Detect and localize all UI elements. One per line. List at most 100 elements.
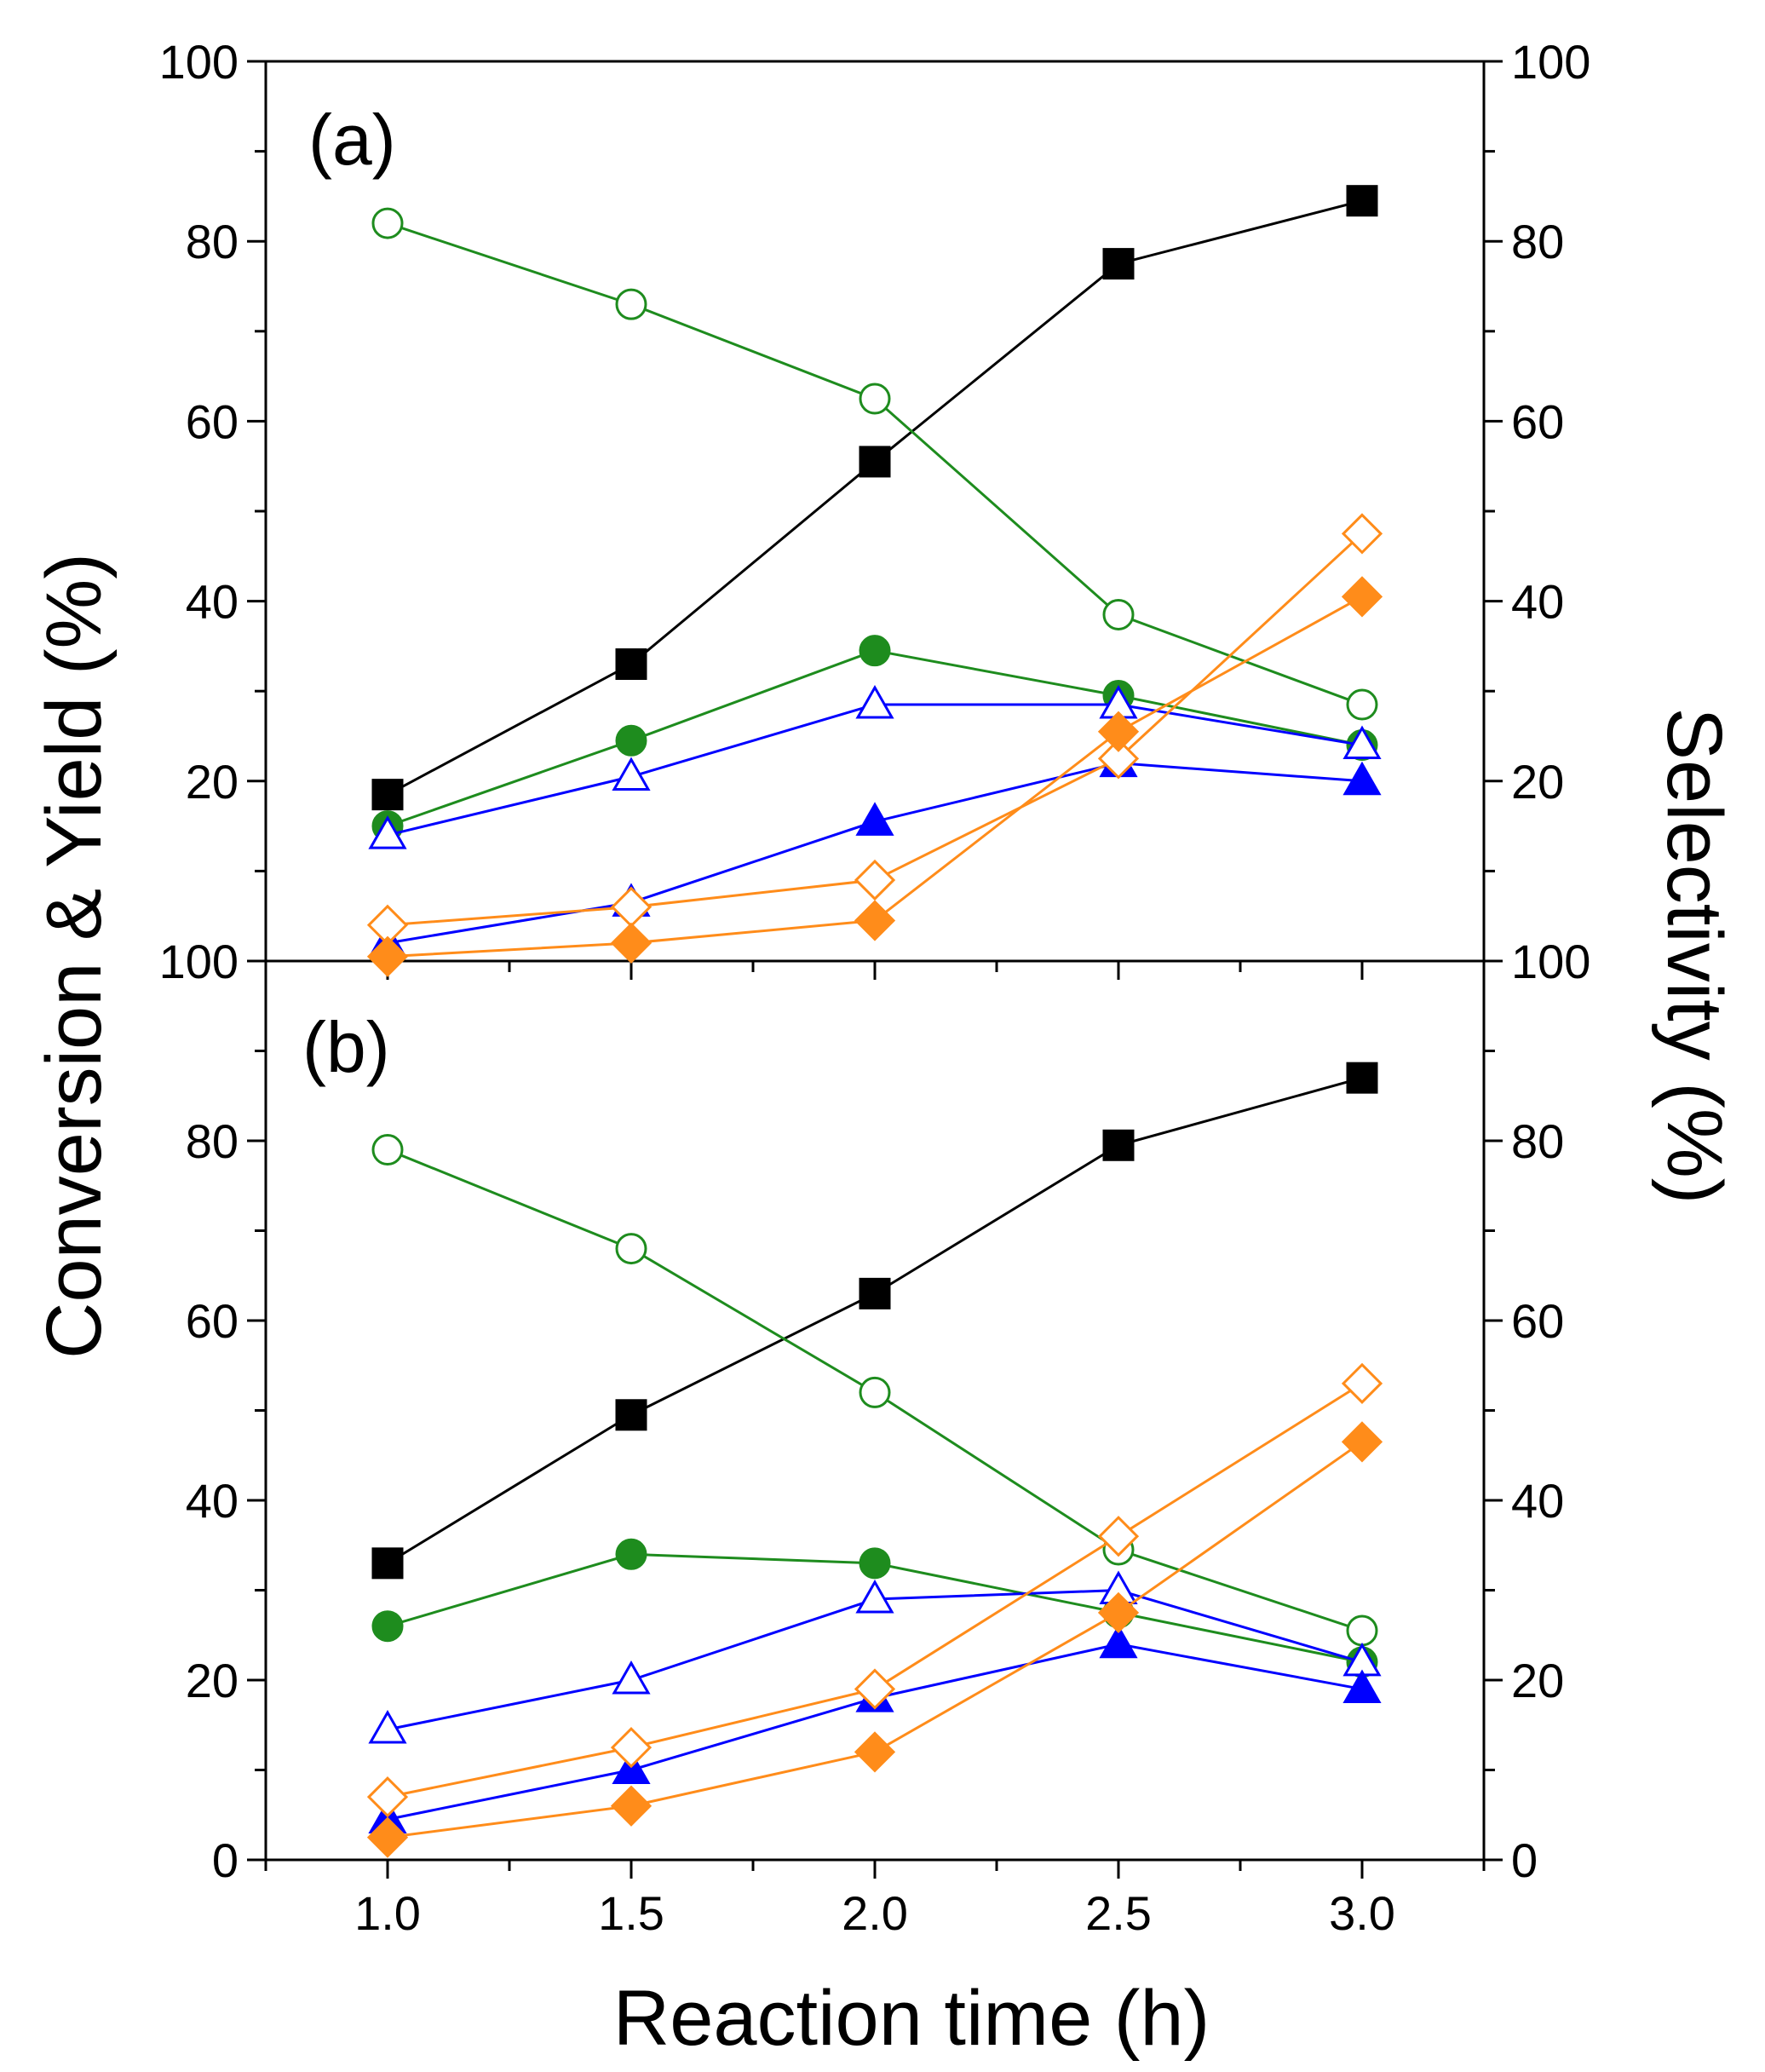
data-point-diamond <box>366 1776 409 1818</box>
y-tick-label-right: 0 <box>1511 1833 1538 1887</box>
y-tick-label-left: 20 <box>186 755 239 809</box>
data-point-circle <box>371 1610 404 1643</box>
data-point-square <box>1346 1062 1378 1094</box>
y-tick-label-right: 40 <box>1511 575 1564 629</box>
data-point-diamond <box>854 859 896 901</box>
data-point-circle <box>1346 688 1378 721</box>
series-a-conversion <box>371 185 1378 811</box>
data-point-circle <box>859 383 891 415</box>
series-b-open-triangle <box>368 1570 1382 1744</box>
y-tick-label-left: 100 <box>159 35 239 89</box>
y-tick-label-right: 100 <box>1511 35 1590 89</box>
y-tick-label-right: 40 <box>1511 1474 1564 1528</box>
data-point-diamond <box>610 1727 653 1769</box>
data-point-circle <box>1102 598 1135 630</box>
data-point-triangle <box>1342 1669 1382 1704</box>
data-point-square <box>1346 185 1378 217</box>
data-point-diamond <box>1097 738 1140 780</box>
y-tick-label-left: 60 <box>186 394 239 448</box>
data-point-square <box>615 1399 647 1431</box>
data-point-diamond <box>1097 1591 1140 1633</box>
data-point-diamond <box>1341 513 1383 555</box>
data-point-diamond <box>366 1816 409 1858</box>
data-point-circle <box>371 207 404 239</box>
y-tick-label-left: 100 <box>159 935 239 988</box>
data-point-square <box>1102 248 1135 280</box>
data-point-square <box>859 1277 891 1309</box>
data-point-triangle <box>855 685 894 719</box>
data-point-circle <box>615 288 647 320</box>
data-point-circle <box>1346 1614 1378 1647</box>
series-line <box>387 1441 1363 1839</box>
data-point-triangle <box>1342 761 1382 796</box>
y-tick-label-right: 20 <box>1511 755 1564 809</box>
x-axis-title: Reaction time (h) <box>613 1975 1210 2062</box>
data-point-circle <box>615 1538 647 1570</box>
y-axis-right-title: Selectivity (%) <box>1651 708 1738 1205</box>
data-point-diamond <box>610 1785 653 1827</box>
series-b-filled-diamond <box>366 1421 1383 1858</box>
y-tick-label-left: 40 <box>186 1474 239 1528</box>
data-point-triangle <box>612 1660 651 1695</box>
y-axis-left-title: Conversion & Yield (%) <box>31 553 118 1359</box>
x-tick-label: 1.5 <box>598 1886 664 1940</box>
y-tick-label-right: 20 <box>1511 1654 1564 1707</box>
series-b-open-circle <box>371 1134 1378 1647</box>
data-point-diamond <box>854 900 896 941</box>
y-tick-label-left: 80 <box>186 1114 239 1168</box>
data-point-diamond <box>854 1668 896 1710</box>
x-tick-label: 3.0 <box>1329 1886 1395 1940</box>
series-b-open-diamond <box>366 1362 1383 1818</box>
data-point-triangle <box>855 802 894 836</box>
panel-a-label: (a) <box>308 100 396 180</box>
data-point-square <box>859 446 891 478</box>
y-tick-label-left: 60 <box>186 1294 239 1348</box>
data-point-circle <box>371 1134 404 1166</box>
panel-b-label: (b) <box>302 1007 390 1087</box>
data-point-diamond <box>366 935 409 977</box>
x-tick-label: 2.0 <box>842 1886 908 1940</box>
data-point-triangle <box>612 757 651 791</box>
y-tick-label-right: 80 <box>1511 1114 1564 1168</box>
series-b-filled-triangle <box>368 1624 1382 1834</box>
data-point-circle <box>615 724 647 757</box>
series-a-open-circle <box>371 207 1378 721</box>
data-point-square <box>371 779 404 811</box>
y-tick-label-right: 100 <box>1511 935 1590 988</box>
y-tick-label-right: 60 <box>1511 1294 1564 1348</box>
data-point-square <box>1102 1129 1135 1161</box>
data-point-triangle <box>1342 725 1382 760</box>
data-point-circle <box>615 1233 647 1265</box>
data-point-diamond <box>1341 1421 1383 1463</box>
y-tick-label-left: 0 <box>212 1833 239 1887</box>
series-a-open-triangle <box>368 685 1382 849</box>
data-point-diamond <box>1097 1516 1140 1557</box>
y-tick-label-right: 60 <box>1511 394 1564 448</box>
axis-ticks: 100 100 80 80 60 60 40 40 20 20 100 100 80 80 60 60 40 40… <box>159 35 1591 1940</box>
data-point-triangle <box>368 815 407 849</box>
data-point-diamond <box>1341 576 1383 618</box>
data-point-triangle <box>368 1710 407 1744</box>
data-point-square <box>615 648 647 681</box>
y-tick-label-right: 80 <box>1511 215 1564 268</box>
series-b-conversion <box>371 1062 1378 1580</box>
data-point-triangle <box>1099 1624 1138 1659</box>
x-tick-label: 1.0 <box>354 1886 421 1940</box>
series-layer <box>366 185 1383 1858</box>
y-tick-label-left: 80 <box>186 215 239 268</box>
data-point-triangle <box>855 1580 894 1614</box>
data-point-diamond <box>610 886 653 928</box>
y-tick-label-left: 40 <box>186 575 239 629</box>
data-point-circle <box>859 1376 891 1408</box>
data-point-diamond <box>1097 711 1140 752</box>
series-a-filled-diamond <box>366 576 1383 977</box>
y-tick-label-left: 20 <box>186 1654 239 1707</box>
data-point-circle <box>859 635 891 667</box>
data-point-diamond <box>610 922 653 964</box>
series-line <box>387 1076 1363 1565</box>
data-point-diamond <box>1341 1362 1383 1404</box>
data-point-square <box>371 1547 404 1580</box>
series-a-open-diamond <box>366 513 1383 946</box>
x-tick-label: 2.5 <box>1085 1886 1152 1940</box>
